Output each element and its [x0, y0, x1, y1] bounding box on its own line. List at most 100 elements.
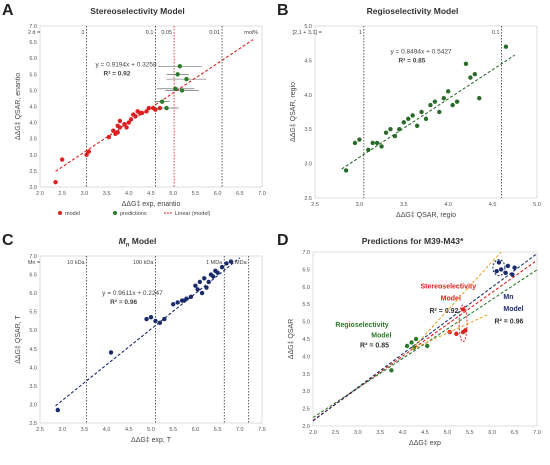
y-tick-label: 7.0: [29, 24, 37, 30]
y-tick-label: 6.0: [302, 285, 310, 291]
data-point: [498, 267, 504, 272]
data-point: [454, 331, 459, 336]
highlight-ellipse: [492, 259, 506, 277]
x-tick-label: 3.5: [400, 202, 408, 208]
data-point: [175, 72, 180, 77]
chart-d: 2.0 2.5 3.0 3.5 4.0 4.5 5.0 5.5 6.0 6.5 7.0 2.0 2.5 3…: [288, 250, 541, 447]
model-annotation: R² = 0.85: [360, 343, 389, 350]
y-tick-label: 7.0: [29, 254, 37, 260]
x-tick-label: 3.5: [376, 430, 384, 436]
top-scale-label: 0.1: [492, 30, 500, 36]
data-point: [193, 283, 198, 288]
y-tick-label: 2.5: [302, 407, 310, 413]
top-scale-label: 1: [82, 30, 85, 36]
x-tick-label: 2.0: [36, 191, 44, 197]
data-point: [425, 343, 430, 349]
x-tick-label: 2.5: [58, 191, 66, 197]
x-tick-label: 3.0: [354, 430, 362, 436]
data-point: [133, 113, 138, 119]
panel-b: 2.5 3.0 3.5 4.0 4.5 5.0 2.5 3.0 3.5 4.0 4.5 5.0 ΔΔG‡…: [275, 0, 550, 230]
data-point: [115, 130, 120, 135]
data-point: [171, 302, 176, 307]
data-point: [128, 117, 134, 122]
y-tick-label: 6.5: [29, 273, 37, 279]
data-point: [413, 336, 419, 342]
top-scale-unit: mol%: [244, 30, 258, 36]
model-annotation: Model: [371, 332, 391, 339]
y-tick-label: 6.0: [29, 291, 37, 297]
top-scale-label: 0.1: [146, 30, 154, 36]
y-tick-label: 3.5: [29, 384, 37, 390]
x-tick-label: 3.5: [103, 191, 111, 197]
x-tick-label: 6.0: [214, 191, 222, 197]
x-tick-label: 6.0: [192, 427, 200, 433]
data-point: [406, 116, 411, 122]
panel-label-d: D: [277, 232, 289, 249]
data-point: [106, 134, 112, 140]
envelope-line: [411, 314, 488, 350]
model-annotation: Mn: [503, 294, 513, 301]
legend-entry: Linear (model): [175, 211, 211, 217]
y-tick-label: 5.0: [29, 88, 37, 94]
plot-area: [39, 255, 263, 424]
panel-d: 2.0 2.5 3.0 3.5 4.0 4.5 5.0 5.5 6.0 6.5 7.0 2.0 2.5 3…: [275, 230, 550, 460]
data-point: [374, 140, 380, 146]
data-point: [175, 300, 180, 305]
y-tick-label: 3.0: [29, 153, 37, 159]
data-point: [188, 294, 194, 300]
x-tick-label: 4.5: [421, 430, 429, 436]
data-point: [441, 96, 446, 101]
y-tick-label: 5.5: [29, 72, 37, 78]
model-annotation: R² = 0.96: [494, 318, 523, 325]
data-point: [454, 99, 460, 104]
data-point: [55, 407, 60, 413]
data-point: [153, 318, 158, 324]
y-tick-label: 3.0: [304, 162, 312, 168]
x-tick-label: 6.5: [214, 427, 222, 433]
plot-area: [314, 25, 538, 199]
data-point: [139, 110, 145, 116]
top-scale-label: 1: [359, 30, 362, 36]
data-point: [409, 340, 414, 345]
top-scale-label: 0.05: [161, 30, 172, 36]
chart-c: 2.5 3.0 3.5 4.0 4.5 5.0 5.5 6.0 6.5 7.0 7.5 2.5 3.0 3…: [15, 254, 266, 444]
data-point: [343, 168, 349, 173]
panel-a: 2.0 2.5 3.0 3.5 4.0 4.5 5.0 5.5 6.0 6.5 7.0 2.0 2.5 3…: [0, 0, 275, 230]
r-squared: R² = 0.92: [104, 70, 131, 77]
plot-area: [312, 251, 538, 427]
x-axis-label: ΔΔG‡ exp: [409, 440, 441, 447]
data-point: [423, 116, 429, 122]
x-tick-label: 6.0: [488, 430, 496, 436]
data-point: [84, 152, 89, 157]
data-point: [512, 265, 517, 270]
data-point: [505, 263, 511, 269]
data-point: [410, 113, 415, 118]
data-point: [494, 268, 499, 274]
x-tick-label: 4.0: [103, 427, 111, 433]
data-point: [428, 102, 433, 108]
panel-label-a: A: [2, 2, 14, 19]
y-tick-label: 6.0: [29, 56, 37, 62]
r-squared: R² = 0.96: [110, 299, 137, 306]
data-point: [352, 140, 358, 146]
chart-title-c: Mn Model: [118, 236, 157, 249]
data-point: [144, 316, 149, 322]
y-tick-label: 5.0: [29, 328, 37, 334]
data-point: [199, 290, 205, 296]
data-point: [146, 105, 151, 111]
data-point: [228, 259, 234, 264]
x-tick-label: 3.0: [81, 191, 89, 197]
legend-marker: [58, 211, 62, 215]
top-scale-label: 0.01: [209, 30, 220, 36]
top-scale-label: 10 kDa: [67, 260, 85, 266]
chart-title-d: Predictions for M39-M43*: [361, 236, 464, 246]
data-point: [122, 122, 127, 127]
trendline-equation: y = 0.9611x + 0.2247: [102, 290, 163, 297]
chart-b: 2.5 3.0 3.5 4.0 4.5 5.0 2.5 3.0 3.5 4.0 4.5 5.0 ΔΔG‡…: [290, 24, 541, 219]
data-point: [206, 279, 211, 285]
y-tick-label: 3.0: [29, 402, 37, 408]
x-tick-label: 4.0: [399, 430, 407, 436]
data-point: [164, 105, 169, 111]
trendline: [55, 39, 254, 172]
y-tick-label: 3.5: [304, 127, 312, 133]
